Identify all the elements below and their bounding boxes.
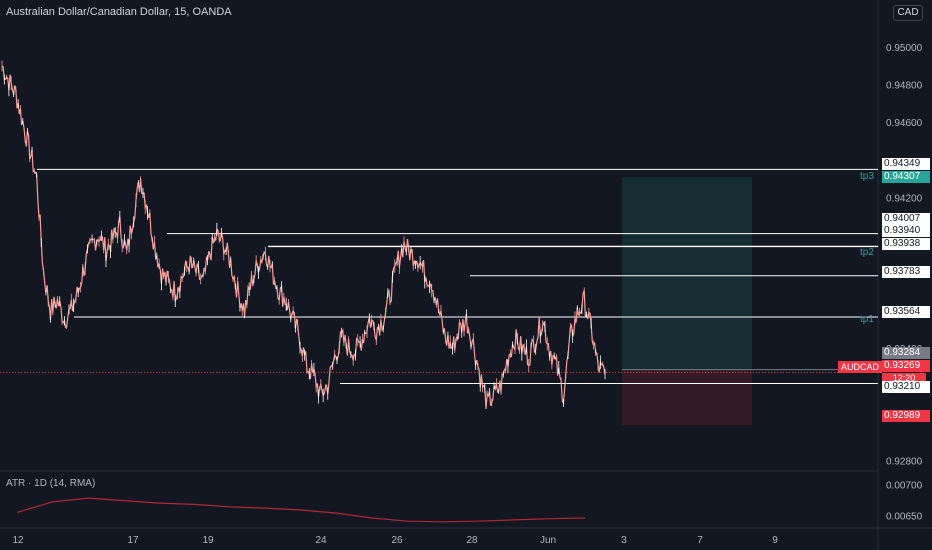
atr-tick-label: 0.00700: [886, 480, 923, 491]
tp3-label: tp3: [860, 171, 874, 182]
time-tick-label: 17: [127, 535, 139, 546]
time-tick-label: 28: [466, 535, 478, 546]
price-tag: 0.94349: [882, 158, 930, 170]
chart-title: Australian Dollar/Canadian Dollar, 15, O…: [6, 6, 232, 18]
atr-tick-label: 0.00650: [886, 512, 923, 523]
stop-zone: [622, 369, 752, 426]
candle-wicks: [1, 60, 606, 407]
price-tick-label: 0.92800: [886, 457, 923, 468]
price-tag: 0.93938: [882, 238, 930, 250]
time-tick-label: Jun: [540, 535, 556, 546]
price-tag: 0.94007: [882, 213, 930, 225]
time-tick-label: 24: [315, 535, 327, 546]
price-tag: 0.93564: [882, 306, 930, 318]
time-tick-label: 19: [202, 535, 214, 546]
price-tag: 0.93940: [882, 225, 930, 237]
time-tick-label: 12: [12, 535, 24, 546]
price-tag: 0.93783: [882, 266, 930, 278]
time-tick-label: 3: [621, 535, 627, 546]
tp2-label: tp2: [860, 247, 874, 258]
time-tick-label: 9: [772, 535, 778, 546]
price-tick-label: 0.94600: [886, 118, 923, 129]
target-zone: [622, 177, 752, 370]
time-tick-label: 7: [697, 535, 703, 546]
price-tick-label: 0.94800: [886, 81, 923, 92]
bar-countdown: 12:20: [882, 373, 926, 384]
symbol-label: AUDCAD: [838, 361, 883, 373]
price-tick-label: 0.94200: [886, 193, 923, 204]
price-tag: 0.92989: [882, 410, 930, 422]
price-tick-label: 0.95000: [886, 43, 923, 54]
price-tag: 0.93210: [882, 381, 930, 393]
atr-indicator-title[interactable]: ATR · 1D (14, RMA): [6, 478, 96, 489]
time-tick-label: 26: [391, 535, 403, 546]
tp1-label: tp1: [860, 314, 874, 325]
price-tag: 0.94307: [882, 171, 930, 183]
currency-button[interactable]: CAD: [893, 5, 923, 21]
price-tag: 0.93284: [882, 347, 930, 359]
atr-line: [16, 497, 586, 523]
price-tag: 0.93269: [882, 360, 930, 372]
price-series: [1, 65, 606, 409]
